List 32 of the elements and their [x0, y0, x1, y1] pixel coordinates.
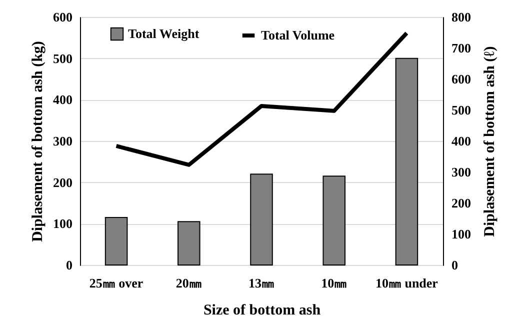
y-tick-label: 0: [66, 258, 72, 272]
line-series: [114, 31, 409, 167]
bar: [250, 174, 273, 266]
y2-tick-label: 700: [452, 40, 471, 56]
y2-tick-label: 300: [452, 164, 471, 180]
bar: [322, 176, 346, 266]
y-tick-label: 200: [53, 174, 72, 190]
y-tick-label: 500: [53, 50, 72, 66]
y2-axis-title: Diplasement of bottom ash (ℓ): [482, 46, 498, 237]
y2-tick-label: 400: [452, 134, 471, 148]
x-tick-label: 10㎜: [321, 276, 348, 290]
y2-tick-label: 100: [452, 226, 471, 242]
y2-tick-label: 0: [452, 258, 458, 272]
legend-label: Total Volume: [261, 28, 335, 42]
y-tick-label: 100: [53, 216, 72, 232]
y2-tick-label: 800: [452, 10, 471, 24]
bar: [178, 221, 200, 266]
y-axis-title: Diplasement of bottom ash (kg): [30, 41, 46, 242]
x-tick-label: 13㎜: [248, 276, 274, 290]
y-tick-label: 600: [53, 10, 72, 24]
x-tick-label: 20㎜: [176, 276, 202, 290]
x-tick-label: 10㎜ under: [375, 276, 438, 290]
y2-tick-label: 200: [452, 196, 471, 210]
y-tick-label: 400: [53, 92, 72, 108]
y2-tick-label: 600: [452, 72, 471, 86]
y2-tick-label: 500: [452, 102, 471, 118]
legend-label: Total Weight: [128, 26, 200, 41]
y-tick-label: 300: [53, 134, 72, 148]
x-tick-label: 25㎜ over: [89, 276, 144, 290]
bar: [104, 216, 128, 266]
bar: [395, 58, 418, 266]
x-axis-title: Size of bottom ash: [203, 302, 322, 318]
